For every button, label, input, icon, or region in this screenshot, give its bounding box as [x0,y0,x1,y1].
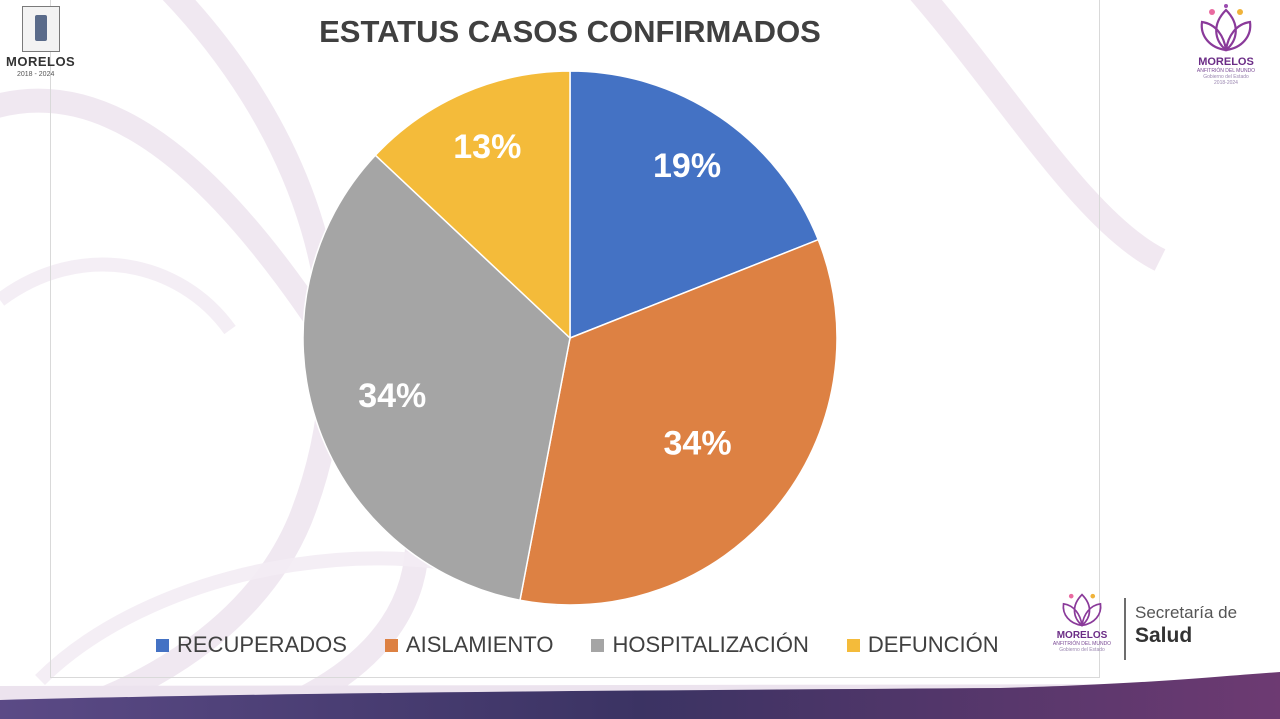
logo-divider [1124,598,1126,660]
data-label-recuperados: 19% [653,147,721,185]
logo-subtitle: Gobierno del Estado [1203,74,1249,80]
seal-years: 2018 - 2024 [17,71,55,78]
pie-slice-recuperados [569,70,820,340]
legend-label: HOSPITALIZACIÓN [612,632,809,657]
data-label-hospitalización: 34% [358,377,426,415]
logo-subtitle: Gobierno del Estado [1059,647,1105,653]
legend-label: AISLAMIENTO [405,632,554,657]
legend-swatch [156,638,169,652]
legend-swatch [591,638,605,652]
morelos-logo-top: MORELOS ANFITRIÓN DEL MUNDO Gobierno del… [1186,4,1266,96]
legend-item-recuperados: RECUPERADOS [156,632,347,658]
legend-item-defunción: DEFUNCIÓN [846,632,999,658]
chart-area [50,0,1100,678]
chart-legend: RECUPERADOS AISLAMIENTO HOSPITALIZACIÓN DEF… [156,628,1037,662]
seal-label: MORELOS [6,54,76,69]
legend-swatch [384,638,398,652]
pie-slice-defunción [374,70,571,340]
legend-swatch [846,638,860,652]
lotus-flower-icon [1200,4,1252,52]
data-label-aislamiento: 34% [664,425,732,463]
logo-name: MORELOS [1198,56,1254,68]
legend-label: RECUPERADOS [177,632,347,657]
state-seal-logo [22,6,60,52]
logo-tagline: ANFITRIÓN DEL MUNDO [1052,641,1112,647]
logo-name: MORELOS [1056,630,1108,641]
logo-years: 2018-2024 [1214,80,1238,86]
chart-title: ESTATUS CASOS CONFIRMADOS [319,14,821,49]
secretaria-label: Secretaría de [1135,603,1238,622]
pie-slice-hospitalización [302,154,571,602]
legend-item-hospitalización: HOSPITALIZACIÓN [591,632,809,658]
lotus-flower-icon [1062,593,1102,627]
pie-slice-aislamiento [519,238,838,606]
salud-label: Salud [1135,624,1193,647]
data-label-defunción: 13% [453,128,521,166]
legend-item-aislamiento: AISLAMIENTO [384,632,554,658]
logo-tagline: ANFITRIÓN DEL MUNDO [1196,68,1256,74]
legend-label: DEFUNCIÓN [867,632,999,657]
morelos-logo-bottom: MORELOS ANFITRIÓN DEL MUNDO Gobierno del… [1050,590,1114,662]
